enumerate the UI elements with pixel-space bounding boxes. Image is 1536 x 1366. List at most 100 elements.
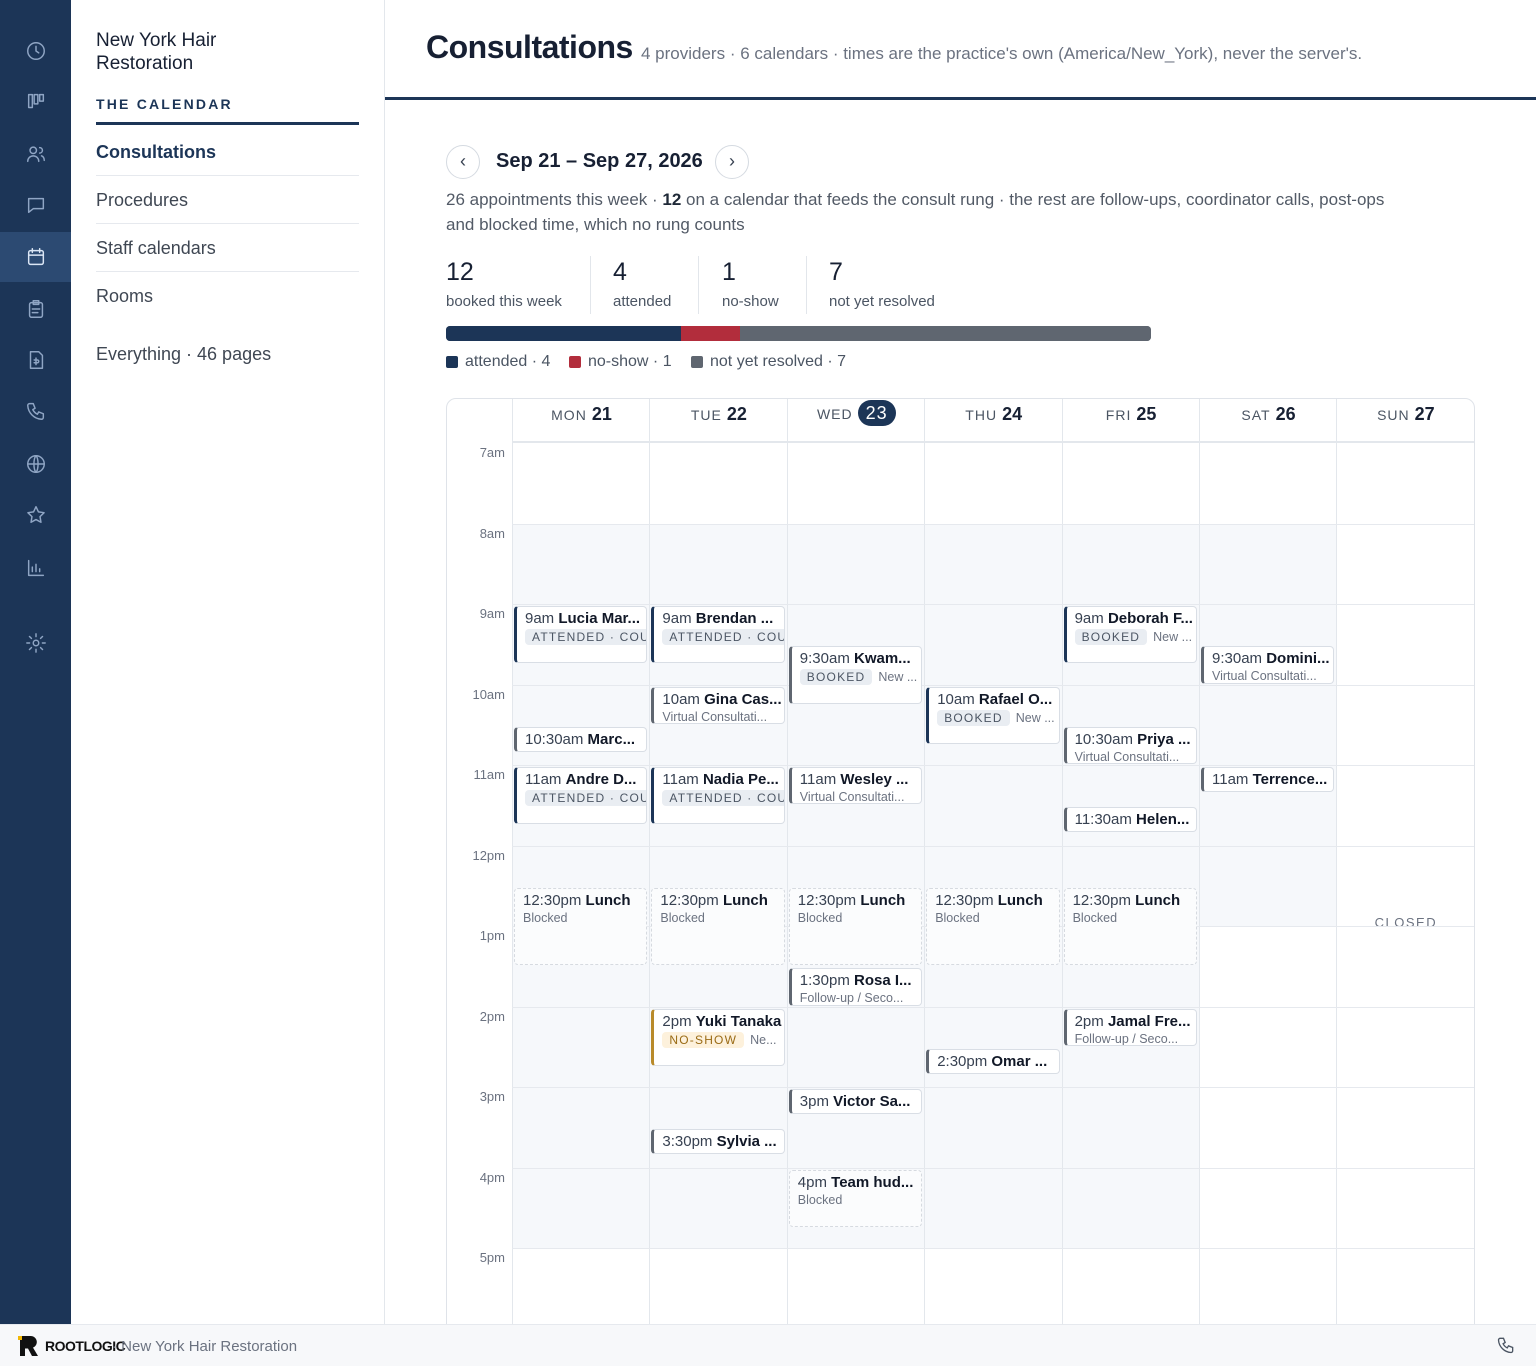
status-badge: BOOKED: [799, 669, 873, 686]
time-label: 10am: [472, 686, 505, 702]
appointment-title: 12:30pm Lunch: [523, 891, 631, 909]
stat-no-show: 1 no-show: [722, 258, 779, 310]
status-badge: BOOKED: [1074, 629, 1148, 645]
appointment-card[interactable]: 1:30pm Rosa I... Follow-up / Seco...: [788, 968, 923, 1006]
appointment-card[interactable]: 11am Nadia Pe... ATTENDED · COUN: [651, 767, 785, 825]
legend-swatch: [569, 356, 581, 368]
appointment-title: 11am Terrence...: [1212, 771, 1328, 788]
phone-icon[interactable]: [1496, 1335, 1516, 1360]
appointment-title: 4pm Team hud...: [797, 1173, 914, 1191]
appointment-card[interactable]: 2:30pm Omar ...: [926, 1048, 1060, 1074]
appointment-card[interactable]: 10am Rafael O... BOOKED New ...: [926, 686, 1060, 744]
invoice-icon[interactable]: [0, 335, 71, 385]
rootlogic-logo: ROOTLOGIC: [16, 1333, 126, 1359]
open-hours-band: [1200, 523, 1337, 926]
blocked-time-block[interactable]: 12:30pm Lunch Blocked: [514, 887, 648, 966]
sidebar-item-rooms[interactable]: Rooms: [96, 286, 154, 306]
section-label: THE CALENDAR: [96, 96, 233, 112]
page-title: Consultations: [426, 29, 633, 65]
day-header: SUN 27: [1337, 399, 1474, 443]
stat-divider: [590, 256, 591, 314]
sidebar-item-staff-calendars[interactable]: Staff calendars: [96, 224, 359, 272]
appointment-detail: BOOKED New ...: [799, 669, 921, 686]
sidebar-all-pages-link[interactable]: Everything · 46 pages: [96, 344, 272, 364]
users-icon[interactable]: [0, 129, 71, 179]
hour-gridline: [512, 523, 1474, 525]
appointment-card[interactable]: 3:30pm Sylvia ...: [651, 1129, 785, 1155]
kanban-icon[interactable]: [0, 77, 71, 127]
appointment-title: 2pm Yuki Tanaka: [662, 1012, 782, 1030]
appointment-detail: Blocked: [935, 910, 980, 925]
prev-week-button[interactable]: ‹: [446, 145, 480, 179]
progress-segment-attended: [446, 326, 681, 341]
week-summary: 26 appointments this week · 12 on a cale…: [446, 190, 1385, 234]
legend-attended: attended · 4: [446, 353, 550, 371]
appointment-title: 10:30am Priya ...: [1074, 730, 1191, 748]
appointment-title: 9:30am Kwam...: [799, 650, 911, 668]
next-week-button[interactable]: ›: [715, 145, 749, 179]
stat-attended: 4 attended: [613, 258, 672, 310]
day-date: 26: [1275, 404, 1296, 424]
sidebar: New York Hair Restoration THE CALENDAR C…: [71, 0, 385, 1324]
star-icon[interactable]: [0, 490, 71, 540]
appointment-card[interactable]: 10:30am Marc...: [514, 726, 648, 752]
progress-segment-no-show: [681, 326, 740, 341]
appointment-title: 1:30pm Rosa I...: [799, 972, 912, 990]
blocked-time-block[interactable]: 12:30pm Lunch Blocked: [788, 887, 923, 966]
legend-swatch: [446, 356, 458, 368]
time-label: 1pm: [479, 928, 505, 943]
appointment-card[interactable]: 11am Terrence...: [1201, 767, 1335, 793]
week-range: Sep 21 – Sep 27, 2026: [496, 150, 703, 172]
appointment-title: 2:30pm Omar ...: [937, 1052, 1048, 1070]
appointment-card[interactable]: 11:30am Helen...: [1063, 807, 1197, 833]
clock-icon[interactable]: [0, 26, 71, 76]
appointment-card[interactable]: 9:30am Domini... Virtual Consultati...: [1201, 646, 1335, 684]
calendar-icon[interactable]: [0, 232, 71, 282]
sidebar-item-procedures[interactable]: Procedures: [96, 176, 359, 224]
legend-unresolved: not yet resolved · 7: [691, 353, 846, 371]
appointment-card[interactable]: 9am Brendan ... ATTENDED · COUN: [651, 606, 785, 664]
appointment-card[interactable]: 11am Wesley ... Virtual Consultati...: [788, 767, 923, 805]
appointment-card[interactable]: 2pm Yuki Tanaka NO-SHOW Ne...: [651, 1008, 785, 1066]
appointment-card[interactable]: 2pm Jamal Fre... Follow-up / Seco...: [1063, 1008, 1197, 1046]
appointment-title: 9:30am Domini...: [1212, 650, 1330, 668]
phone-icon[interactable]: [0, 386, 71, 436]
appointment-detail: Virtual Consultati...: [799, 790, 905, 804]
day-column: SUN 27 CLOSED: [1336, 399, 1474, 1337]
status-badge: ATTENDED · COUN: [662, 790, 784, 806]
day-column: TUE 22: [649, 399, 788, 1337]
sidebar-item-consultations[interactable]: Consultations: [96, 128, 359, 176]
blocked-time-block[interactable]: 4pm Team hud... Blocked: [788, 1169, 923, 1227]
appointment-card[interactable]: 3pm Victor Sa...: [788, 1089, 923, 1115]
day-header: FRI 25: [1062, 399, 1200, 443]
appointment-card[interactable]: 9:30am Kwam... BOOKED New ...: [788, 646, 923, 704]
globe-icon[interactable]: [0, 439, 71, 489]
chart-icon[interactable]: [0, 543, 71, 593]
appointment-card[interactable]: 9am Lucia Mar... ATTENDED · COUN: [514, 606, 648, 664]
appointment-detail: Virtual Consultati...: [662, 709, 768, 724]
hour-gridline: [512, 1167, 1474, 1169]
blocked-time-block[interactable]: 12:30pm Lunch Blocked: [1063, 887, 1197, 966]
time-label: 7am: [479, 445, 505, 460]
footer-org: · New York Hair Restoration: [112, 1338, 298, 1355]
blocked-time-block[interactable]: 12:30pm Lunch Blocked: [651, 887, 785, 966]
appointment-detail: Virtual Consultati...: [1074, 749, 1180, 764]
appointment-card[interactable]: 10am Gina Cas... Virtual Consultati...: [651, 686, 785, 724]
clipboard-icon[interactable]: [0, 284, 71, 334]
appointment-card[interactable]: 11am Andre D... ATTENDED · COUN: [514, 767, 648, 825]
appointment-title: 10:30am Marc...: [525, 730, 636, 748]
time-label: 9am: [479, 606, 505, 621]
appointment-title: 9am Lucia Mar...: [525, 610, 641, 627]
appointment-card[interactable]: 10:30am Priya ... Virtual Consultati...: [1063, 726, 1197, 764]
appointment-detail: NO-SHOW Ne...: [662, 1031, 783, 1048]
hour-gridline: [512, 1006, 1474, 1008]
appointment-title: 12:30pm Lunch: [797, 891, 906, 909]
time-label: 5pm: [479, 1250, 505, 1265]
chat-icon[interactable]: [0, 180, 71, 230]
appointment-card[interactable]: 9am Deborah F... BOOKED New ...: [1063, 606, 1197, 664]
settings-icon[interactable]: [0, 618, 71, 668]
blocked-time-block[interactable]: 12:30pm Lunch Blocked: [926, 887, 1060, 966]
page-header: Consultations 4 providers · 6 calendars …: [385, 0, 1536, 100]
day-header: TUE 22: [650, 399, 788, 443]
stat-divider: [806, 256, 807, 314]
